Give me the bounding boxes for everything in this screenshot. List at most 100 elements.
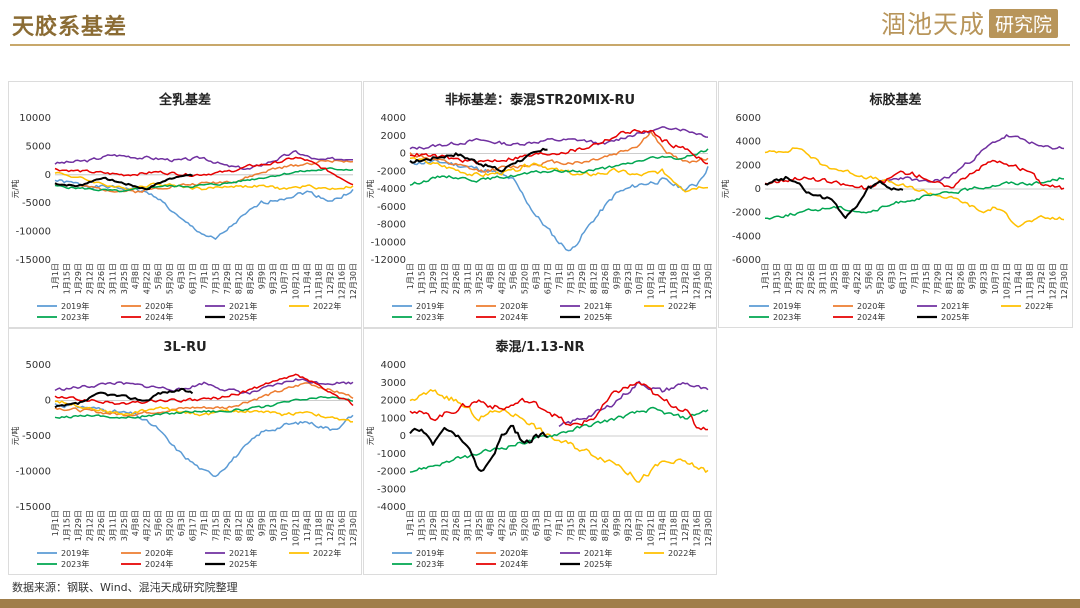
series-line-2021年 <box>54 378 354 395</box>
x-tick-label: 12月2日 <box>1037 263 1046 294</box>
x-tick-label: 4月22日 <box>143 510 152 541</box>
x-tick-label: 1月29日 <box>74 263 83 294</box>
x-tick-label: 7月15日 <box>566 263 575 294</box>
x-tick-label: 4月22日 <box>143 263 152 294</box>
x-tick-label: 9月23日 <box>269 510 278 541</box>
y-tick-label: -12000 <box>371 255 406 266</box>
x-tick-label: 11月18日 <box>315 263 324 299</box>
legend-label: 2019年 <box>61 548 89 558</box>
x-tick-label: 8月26日 <box>601 263 610 294</box>
x-tick-label: 4月22日 <box>498 263 507 294</box>
x-tick-label: 3月25日 <box>120 510 129 541</box>
y-tick-label: 10000 <box>19 113 51 124</box>
legend-label: 2023年 <box>416 559 444 569</box>
y-tick-label: 4000 <box>381 360 406 371</box>
series-line-2021年 <box>879 134 1065 183</box>
x-tick-label: 7月1日 <box>200 510 209 536</box>
x-tick-label: 12月30日 <box>349 263 358 299</box>
x-tick-label: 12月2日 <box>326 510 335 541</box>
x-tick-label: 9月23日 <box>980 263 989 294</box>
x-tick-label: 3月25日 <box>830 263 839 294</box>
x-tick-label: 8月26日 <box>246 263 255 294</box>
series-line-2021年 <box>54 150 354 170</box>
series-line-2025年 <box>764 175 904 219</box>
x-tick-label: 12月2日 <box>681 263 690 294</box>
y-tick-label: 5000 <box>26 360 51 371</box>
y-tick-label: 0 <box>400 149 406 160</box>
x-tick-label: 1月15日 <box>773 263 782 294</box>
chart-title: 全乳基差 <box>158 92 211 108</box>
x-tick-label: 1月1日 <box>51 510 60 536</box>
x-tick-label: 12月2日 <box>681 510 690 541</box>
x-tick-label: 2月12日 <box>796 263 805 294</box>
legend-label: 2022年 <box>313 301 341 311</box>
x-tick-label: 9月9日 <box>612 263 621 289</box>
chart-title: 非标基差：泰混STR20MIX-RU <box>445 92 635 108</box>
y-tick-label: 4000 <box>381 113 406 124</box>
chart-panel-全乳基差: 全乳基差 10000 5000 0 -5000 -10000 -15000 元/吨 1月1日 1月… <box>8 81 362 328</box>
legend-label: 2020年 <box>500 548 528 558</box>
x-tick-label: 3月25日 <box>475 510 484 541</box>
legend-label: 2022年 <box>668 548 696 558</box>
y-tick-label: -4000 <box>377 184 406 195</box>
y-tick-label: 0 <box>45 396 51 407</box>
y-tick-label: 0 <box>45 170 51 181</box>
x-tick-label: 4月8日 <box>131 510 140 536</box>
x-tick-label: 3月11日 <box>108 263 117 294</box>
y-axis-label: 元/吨 <box>10 427 20 446</box>
x-tick-label: 2月26日 <box>97 263 106 294</box>
x-tick-label: 9月9日 <box>968 263 977 289</box>
x-tick-label: 9月9日 <box>257 510 266 536</box>
legend-label: 2021年 <box>584 548 612 558</box>
chart-panel-标胶基差: 标胶基差 6000 4000 2000 0 -2000 -4000 -6000 元/吨 1月1日 1… <box>718 81 1073 328</box>
y-tick-label: -1000 <box>377 449 406 460</box>
legend-label: 2022年 <box>1025 301 1053 311</box>
legend-label: 2022年 <box>668 301 696 311</box>
x-tick-label: 10月7日 <box>635 510 644 541</box>
legend-label: 2020年 <box>500 301 528 311</box>
chart-panel-非标基差: 非标基差：泰混STR20MIX-RU 4000 2000 0 -2000 -4000 -60… <box>363 81 717 328</box>
x-tick-label: 2月26日 <box>452 510 461 541</box>
legend-label: 2023年 <box>416 312 444 322</box>
x-tick-label: 9月23日 <box>269 263 278 294</box>
y-tick-label: -10000 <box>371 237 406 248</box>
x-tick-label: 2月26日 <box>807 263 816 294</box>
source-note: 数据来源：钢联、Wind、混沌天成研究院整理 <box>12 581 238 594</box>
series-line-2022年 <box>764 147 1065 228</box>
x-tick-label: 7月15日 <box>922 263 931 294</box>
x-tick-label: 3月25日 <box>475 263 484 294</box>
x-tick-label: 5月6日 <box>509 263 518 289</box>
x-tick-label: 12月16日 <box>338 263 347 299</box>
y-tick-label: -6000 <box>732 255 761 266</box>
x-tick-label: 7月29日 <box>223 510 232 541</box>
legend-label: 2019年 <box>416 301 444 311</box>
x-tick-label: 5月6日 <box>865 263 874 289</box>
legend-label: 2021年 <box>941 301 969 311</box>
x-tick-label: 7月29日 <box>223 263 232 294</box>
y-tick-label: -5000 <box>22 198 51 209</box>
x-tick-label: 12月16日 <box>338 510 347 546</box>
x-tick-label: 2月12日 <box>440 263 449 294</box>
x-tick-label: 10月7日 <box>991 263 1000 294</box>
series-line-2024年 <box>764 159 1065 190</box>
x-tick-label: 3月11日 <box>108 510 117 541</box>
x-tick-label: 10月7日 <box>280 263 289 294</box>
x-tick-label: 7月1日 <box>911 263 920 289</box>
y-tick-label: 0 <box>400 431 406 442</box>
series-line-2020年 <box>54 382 354 417</box>
y-tick-label: -15000 <box>16 255 51 266</box>
chart-panel-3l-ru: 3L-RU 5000 0 -5000 -10000 -15000 元/吨 1月1日 1月15日 1… <box>8 328 362 575</box>
y-tick-label: -2000 <box>732 208 761 219</box>
x-tick-label: 7月1日 <box>555 263 564 289</box>
x-tick-label: 7月29日 <box>578 510 587 541</box>
series-line-2024年 <box>54 156 354 186</box>
x-tick-label: 8月26日 <box>601 510 610 541</box>
series-line-2022年 <box>54 171 354 191</box>
x-tick-label: 12月30日 <box>704 263 713 299</box>
x-tick-label: 5月20日 <box>521 263 530 294</box>
x-tick-label: 11月18日 <box>315 510 324 546</box>
x-tick-label: 8月12日 <box>589 510 598 541</box>
x-tick-label: 11月4日 <box>303 510 312 541</box>
y-tick-label: 0 <box>755 184 761 195</box>
